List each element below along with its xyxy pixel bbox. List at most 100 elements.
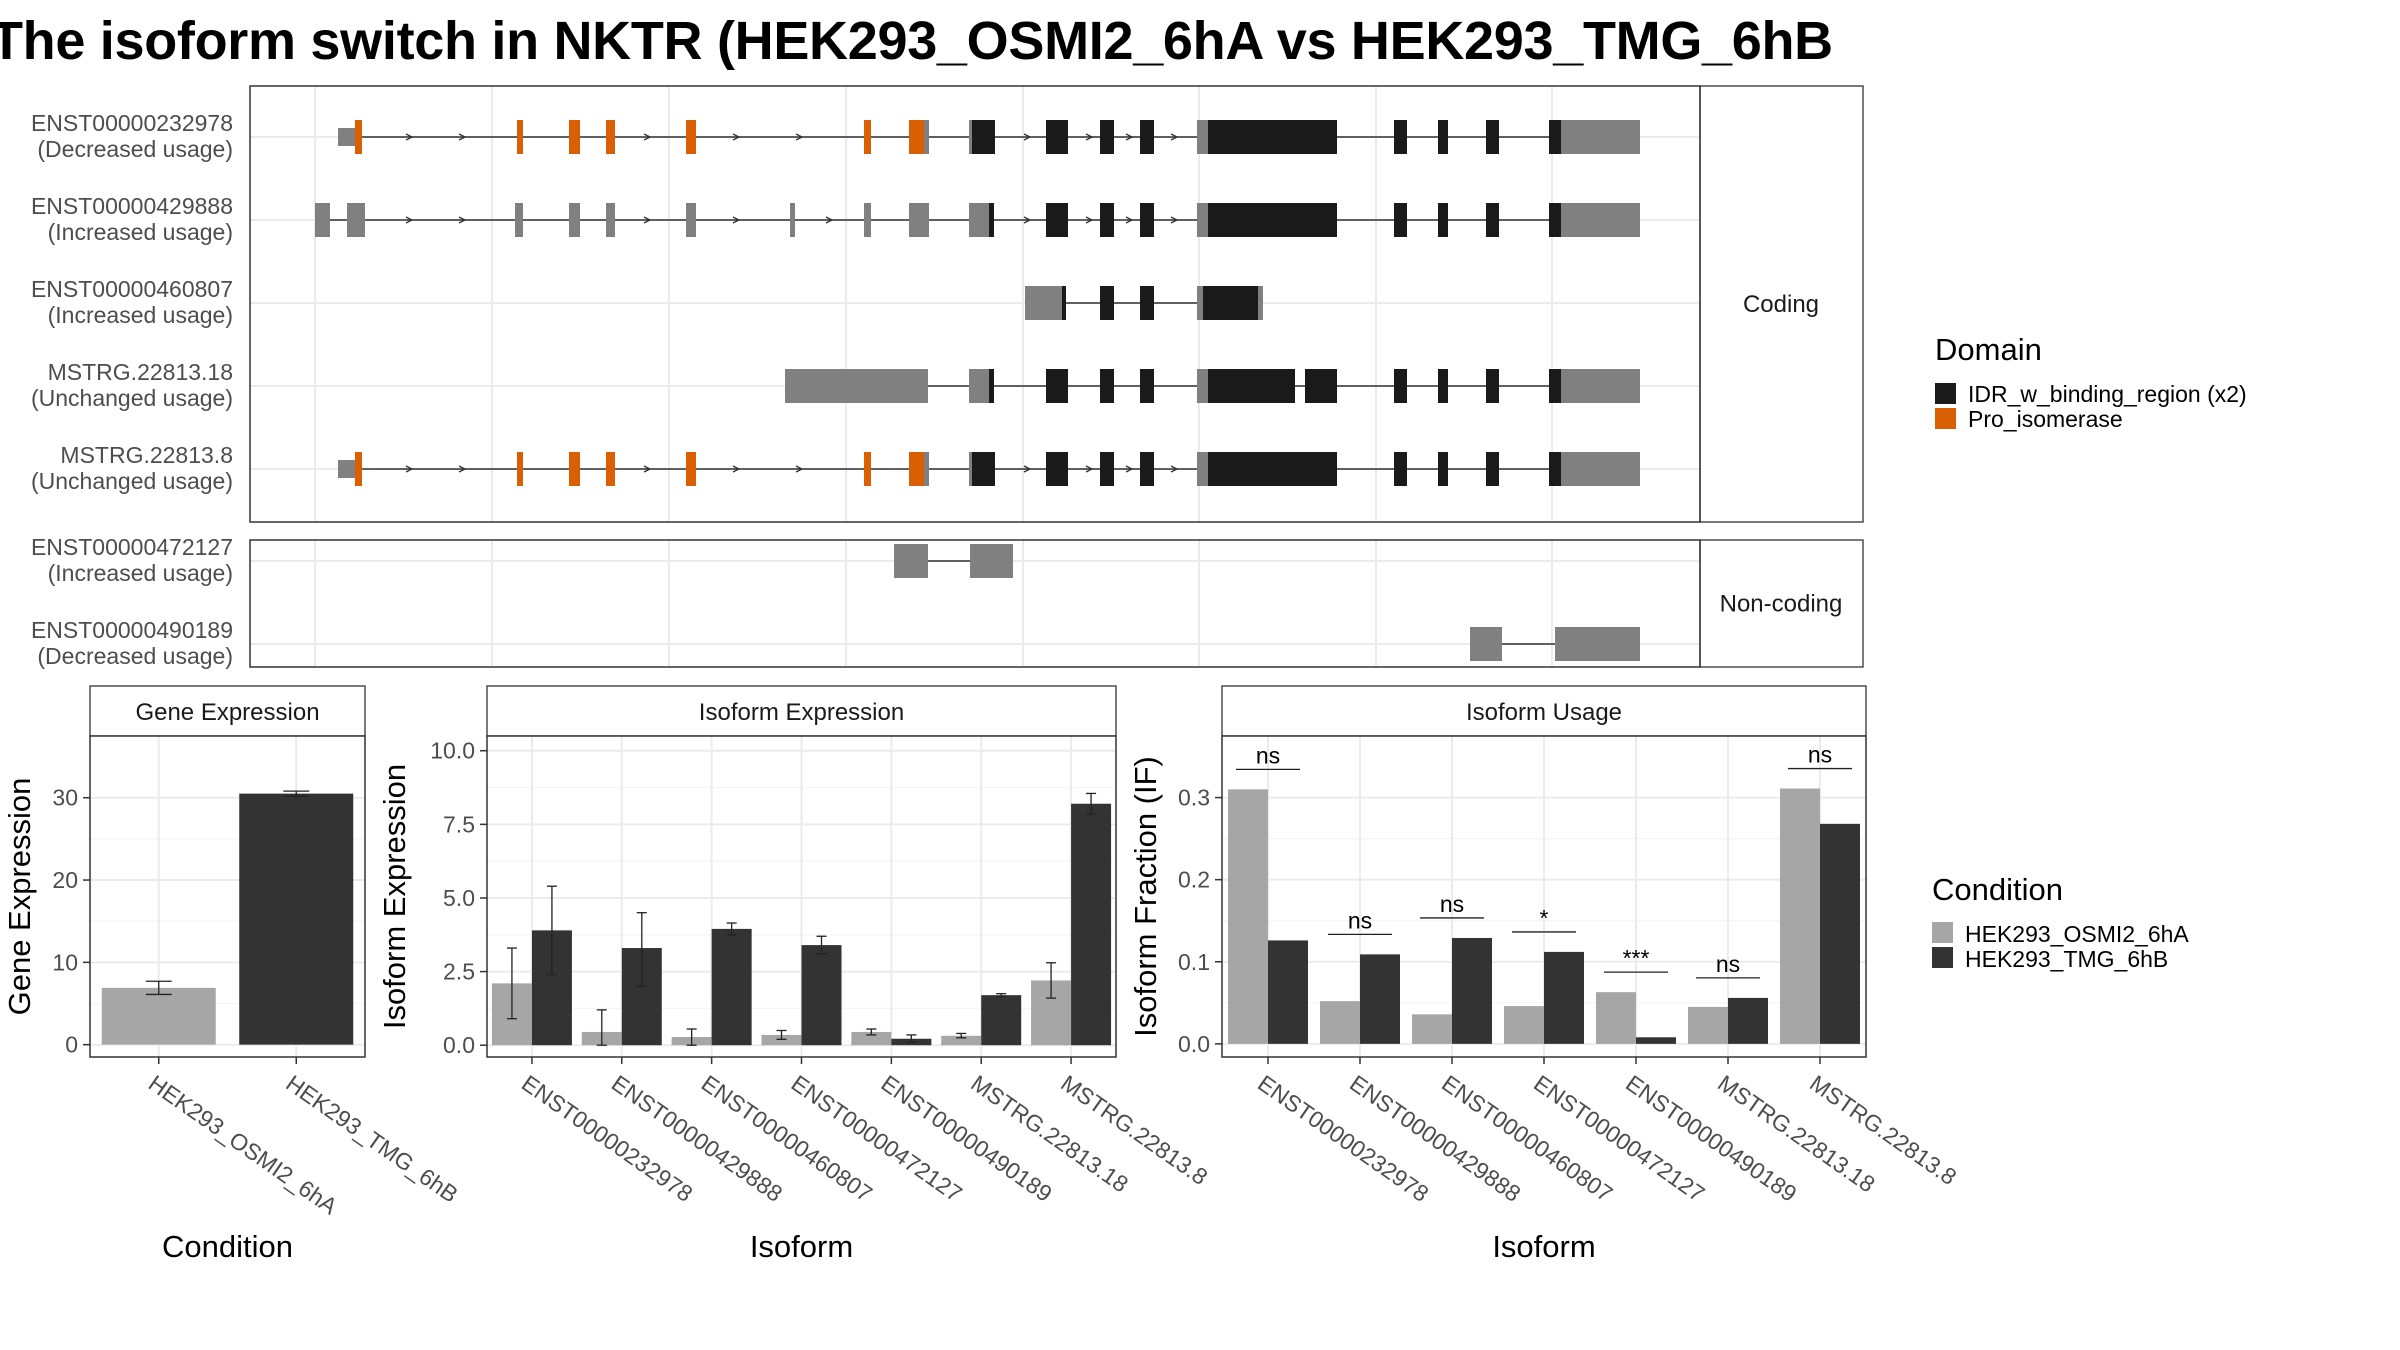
exon	[1197, 120, 1208, 154]
strand-arrow	[643, 465, 652, 473]
significance-label: ns	[1716, 951, 1740, 977]
bar-enst00000232978-hek293-osmi2-6ha	[1228, 789, 1268, 1044]
panel-border	[1221, 735, 1867, 1058]
transcript-usage-label: (Decreased usage)	[37, 643, 233, 669]
exon	[606, 203, 615, 237]
bar-mstrg-22813-18-hek293-tmg-6hb	[1728, 997, 1768, 1044]
bar-enst00000429888-hek293-tmg-6hb	[1360, 954, 1400, 1044]
condition-legend-label: HEK293_TMG_6hB	[1965, 946, 2168, 972]
y-tick-label: 2.5	[443, 959, 475, 985]
facet-label-non-coding: Non-coding	[1720, 591, 1843, 618]
domain-exon-pro-isomerase	[569, 120, 580, 154]
domain-exon-idr	[1208, 452, 1337, 486]
strand-arrow	[1085, 465, 1094, 473]
domain-exon-pro-isomerase	[686, 120, 696, 154]
exon	[1561, 452, 1640, 486]
isoform-usage-panel: Isoform Usage ENST00000232978ENST00000429…	[1128, 685, 1961, 1264]
significance-label: ns	[1808, 742, 1832, 768]
x-tick-label: MSTRG.22813.18	[1713, 1070, 1880, 1198]
y-tick-label: 20	[52, 867, 78, 893]
condition-legend-key	[1932, 922, 1953, 943]
y-tick-label: 0.1	[1178, 949, 1210, 975]
bar-mstrg-22813-8-hek293-tmg-6hb	[1071, 803, 1112, 1046]
domain-exon-idr	[1394, 369, 1407, 403]
strand-arrow	[1170, 216, 1179, 224]
bar-mstrg-22813-8-hek293-tmg-6hb	[1820, 823, 1860, 1044]
exon	[790, 203, 795, 237]
facet-strip	[1699, 539, 1864, 668]
transcript-enst00000429888: ENST00000429888(Increased usage)	[31, 193, 1640, 245]
facet-strip	[1699, 85, 1864, 523]
x-axis-title: Condition	[162, 1229, 293, 1264]
domain-legend-key	[1935, 408, 1956, 429]
exon	[347, 203, 365, 237]
y-axis-title: Isoform Fraction (IF)	[1128, 756, 1163, 1037]
bar-enst00000472127-hek293-tmg-6hb	[801, 945, 842, 1046]
domain-exon-idr	[1140, 203, 1154, 237]
panel-title: Isoform Usage	[1466, 699, 1622, 726]
domain-exon-pro-isomerase	[864, 452, 871, 486]
domain-exon-idr	[1208, 120, 1337, 154]
strand-arrow	[732, 133, 741, 141]
page-title: The isoform switch in NKTR (HEK293_OSMI2…	[0, 11, 1833, 71]
strand-arrow	[1085, 216, 1094, 224]
strand-arrow	[795, 465, 804, 473]
y-tick-label: 0.2	[1178, 867, 1210, 893]
domain-exon-idr	[972, 120, 995, 154]
x-tick-label: ENST00000472127	[1529, 1070, 1709, 1207]
domain-exon-idr	[1062, 286, 1066, 320]
domain-exon-idr	[1549, 452, 1561, 486]
domain-exon-idr	[1140, 286, 1154, 320]
y-axis-title: Gene Expression	[2, 778, 37, 1016]
y-axis-title: Isoform Expression	[377, 764, 412, 1029]
significance-label: ns	[1256, 742, 1280, 768]
strand-arrow	[732, 216, 741, 224]
transcript-mstrg-22813-18: MSTRG.22813.18(Unchanged usage)	[31, 359, 1640, 411]
exon	[338, 460, 355, 478]
y-tick-label: 0	[65, 1032, 78, 1058]
coding-panel	[250, 86, 1700, 522]
significance-label: ns	[1348, 907, 1372, 933]
condition-legend-title: Condition	[1932, 872, 2063, 907]
domain-exon-idr	[1438, 120, 1448, 154]
strand-arrow	[1125, 133, 1134, 141]
transcript-usage-label: (Increased usage)	[48, 302, 233, 328]
domain-exon-pro-isomerase	[606, 120, 615, 154]
transcript-usage-label: (Increased usage)	[48, 560, 233, 586]
strand-arrow	[643, 133, 652, 141]
domain-exon-pro-isomerase	[517, 120, 523, 154]
transcript-label: ENST00000490189	[31, 617, 233, 643]
exon	[969, 203, 989, 237]
domain-exon-idr	[1549, 369, 1561, 403]
domain-exon-idr	[1549, 203, 1561, 237]
domain-exon-idr	[1140, 452, 1154, 486]
domain-exon-idr	[1394, 203, 1407, 237]
strand-arrow	[1170, 465, 1179, 473]
bar-enst00000472127-hek293-osmi2-6ha	[761, 1034, 802, 1046]
strand-arrow	[1170, 133, 1179, 141]
bar-hek293-osmi2-6ha	[101, 987, 216, 1045]
condition-legend-label: HEK293_OSMI2_6hA	[1965, 921, 2189, 947]
significance-label: *	[1540, 905, 1549, 931]
significance-label: ns	[1440, 891, 1464, 917]
domain-exon-idr	[1046, 203, 1068, 237]
panel-title: Gene Expression	[135, 699, 319, 726]
condition-legend-key	[1932, 947, 1953, 968]
bar-mstrg-22813-8-hek293-osmi2-6ha	[1780, 788, 1820, 1044]
x-tick-label: ENST00000232978	[1253, 1070, 1433, 1207]
panel-strip	[1221, 685, 1867, 737]
domain-exon-pro-isomerase	[569, 452, 580, 486]
strand-arrow	[643, 216, 652, 224]
exon	[909, 203, 929, 237]
strand-arrow	[458, 133, 467, 141]
exon	[894, 544, 928, 578]
domain-exon-idr	[1208, 203, 1337, 237]
panel-border	[486, 735, 1117, 1058]
panel-title: Isoform Expression	[699, 699, 904, 726]
domain-exon-idr	[1140, 120, 1154, 154]
bar-mstrg-22813-18-hek293-tmg-6hb	[981, 995, 1022, 1046]
strand-arrow	[458, 465, 467, 473]
strand-arrow	[795, 133, 804, 141]
strand-arrow	[458, 216, 467, 224]
transcript-label: ENST00000460807	[31, 276, 233, 302]
